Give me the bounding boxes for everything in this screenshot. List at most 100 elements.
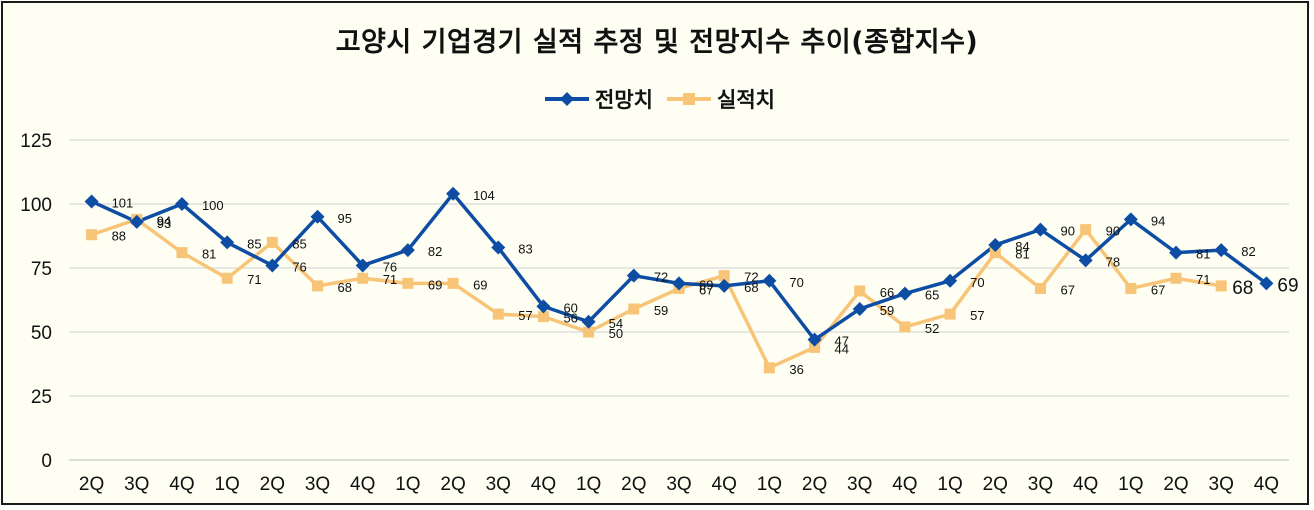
data-label: 81 <box>202 247 216 262</box>
data-label: 54 <box>609 316 623 331</box>
x-tick-label: 2Q <box>983 474 1008 495</box>
x-tick-label: 1Q <box>937 474 962 495</box>
data-point <box>1080 224 1092 236</box>
x-tick-label: 4Q <box>892 474 917 495</box>
data-point <box>174 197 189 211</box>
data-label: 69 <box>428 277 442 292</box>
data-point <box>1033 222 1048 237</box>
series-line <box>91 217 1222 370</box>
data-point <box>899 321 911 333</box>
data-label: 100 <box>202 198 224 213</box>
data-label: 57 <box>970 308 984 323</box>
data-point <box>1123 212 1138 227</box>
data-label: 71 <box>383 272 397 287</box>
data-point <box>355 258 370 273</box>
y-tick-label: 0 <box>41 451 52 472</box>
data-point <box>266 236 278 248</box>
data-label: 68 <box>338 280 352 295</box>
x-tick-label: 3Q <box>1209 474 1234 495</box>
data-label: 81 <box>1196 247 1210 262</box>
legend-marker <box>683 93 695 105</box>
data-label: 76 <box>383 259 397 274</box>
x-tick-label: 3Q <box>847 474 872 495</box>
data-label: 90 <box>1060 224 1074 239</box>
data-label: 71 <box>247 272 261 287</box>
data-label: 60 <box>563 300 577 315</box>
data-label: 85 <box>292 236 306 251</box>
data-label: 85 <box>247 236 261 251</box>
data-label: 68 <box>744 280 758 295</box>
data-label: 72 <box>654 270 668 285</box>
y-tick-label: 25 <box>31 387 52 408</box>
data-point <box>897 286 912 301</box>
x-tick-label: 2Q <box>79 474 104 495</box>
data-point <box>717 278 732 293</box>
data-label: 82 <box>1241 244 1255 259</box>
x-tick-label: 3Q <box>1028 474 1053 495</box>
data-point <box>1078 253 1093 268</box>
y-tick-label: 75 <box>31 259 52 280</box>
x-tick-label: 2Q <box>1163 474 1188 495</box>
data-label: 65 <box>925 288 939 303</box>
y-tick-label: 100 <box>20 195 52 216</box>
data-point <box>129 214 144 229</box>
x-tick-label: 1Q <box>1118 474 1143 495</box>
data-label: 101 <box>112 195 134 210</box>
data-label: 67 <box>699 282 713 297</box>
data-point <box>989 247 1001 259</box>
data-point <box>763 362 775 374</box>
data-point <box>762 273 777 288</box>
data-point <box>854 285 866 297</box>
data-label: 94 <box>157 213 171 228</box>
x-tick-label: 4Q <box>1254 474 1279 495</box>
data-label: 47 <box>835 334 849 349</box>
x-tick-label: 2Q <box>802 474 827 495</box>
data-label: 69 <box>473 277 487 292</box>
data-label: 44 <box>835 341 849 356</box>
legend-label: 전망치 <box>595 88 653 112</box>
x-tick-label: 3Q <box>124 474 149 495</box>
y-tick-label: 125 <box>20 131 52 152</box>
data-point <box>583 326 595 338</box>
data-point <box>1125 282 1137 294</box>
data-label: 69 <box>699 277 713 292</box>
data-point <box>1034 282 1046 294</box>
data-label: 36 <box>789 362 803 377</box>
legend-marker <box>560 92 574 106</box>
data-label: 81 <box>1015 247 1029 262</box>
x-tick-label: 1Q <box>757 474 782 495</box>
data-point <box>1169 245 1184 260</box>
data-label: 70 <box>970 275 984 290</box>
data-point <box>220 235 235 250</box>
data-label: 69 <box>1277 275 1298 296</box>
data-point <box>447 277 459 289</box>
data-point <box>988 237 1003 252</box>
data-label: 76 <box>292 259 306 274</box>
data-label: 59 <box>880 303 894 318</box>
data-label: 67 <box>1060 282 1074 297</box>
data-label: 93 <box>157 216 171 231</box>
data-point <box>312 280 324 292</box>
data-label: 66 <box>880 285 894 300</box>
data-point <box>718 270 730 282</box>
data-point <box>176 247 188 259</box>
data-point <box>852 301 867 316</box>
data-point <box>86 229 98 241</box>
data-label: 88 <box>112 229 126 244</box>
data-point <box>84 194 99 209</box>
x-tick-label: 2Q <box>440 474 465 495</box>
data-label: 71 <box>1196 272 1210 287</box>
x-tick-label: 1Q <box>576 474 601 495</box>
data-point <box>626 268 641 283</box>
data-point <box>628 303 640 315</box>
data-point <box>1259 276 1274 291</box>
x-tick-label: 4Q <box>169 474 194 495</box>
x-tick-label: 3Q <box>486 474 511 495</box>
legend-label: 실적치 <box>717 88 775 112</box>
data-point <box>807 332 822 347</box>
data-point <box>1215 280 1227 292</box>
x-tick-label: 2Q <box>621 474 646 495</box>
data-label: 84 <box>1015 239 1029 254</box>
data-label: 72 <box>744 270 758 285</box>
